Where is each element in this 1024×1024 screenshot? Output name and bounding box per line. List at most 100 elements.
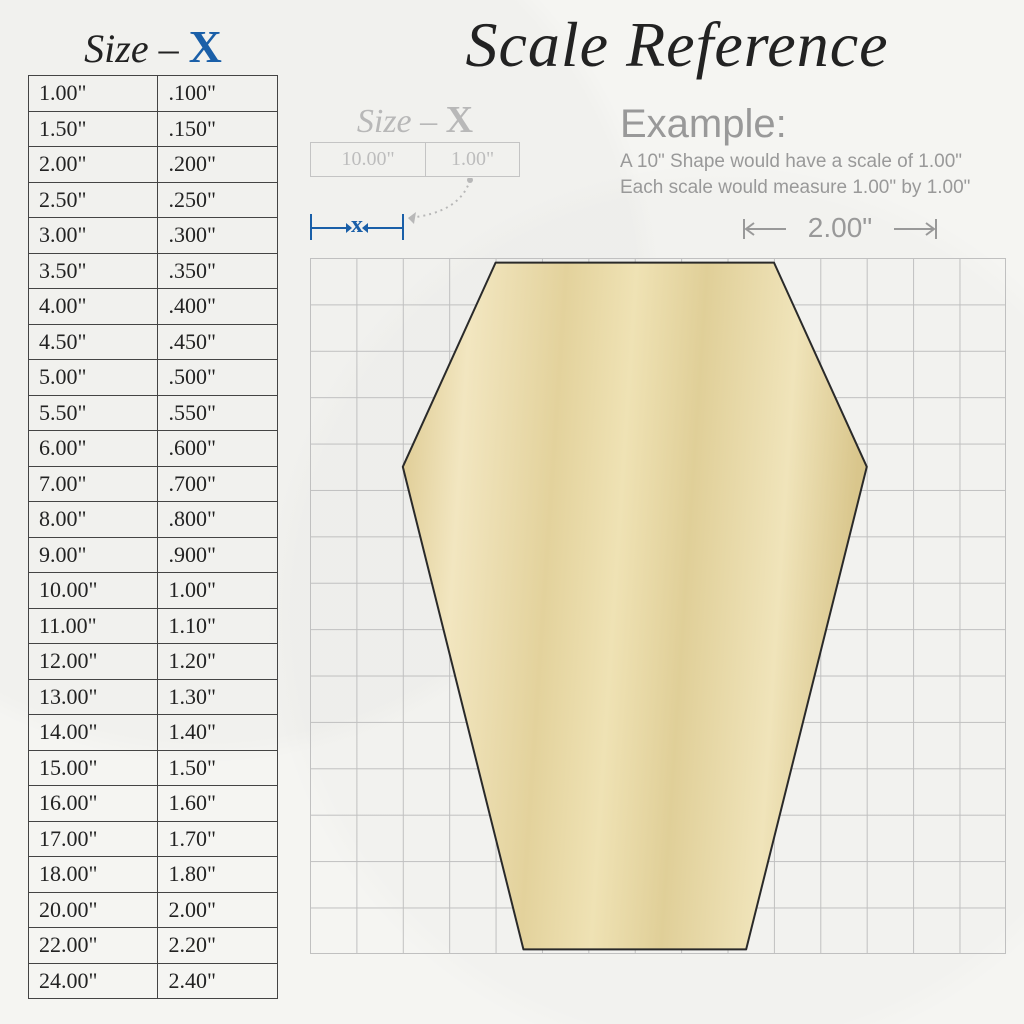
table-row: 17.00"1.70" (29, 821, 278, 857)
table-cell: 5.50" (29, 395, 158, 431)
table-cell: 2.00" (29, 147, 158, 183)
table-cell: .100" (158, 76, 278, 112)
table-cell: 1.00" (158, 573, 278, 609)
size-table-header-x: X (189, 21, 222, 72)
table-cell: 16.00" (29, 786, 158, 822)
table-row: 15.00"1.50" (29, 750, 278, 786)
table-cell: 7.00" (29, 466, 158, 502)
table-cell: 6.00" (29, 431, 158, 467)
table-row: 2.50".250" (29, 182, 278, 218)
mini-size-box: Size – X 10.00" 1.00" (310, 98, 520, 177)
table-cell: 1.50" (158, 750, 278, 786)
table-cell: .250" (158, 182, 278, 218)
table-cell: 22.00" (29, 928, 158, 964)
table-cell: 12.00" (29, 644, 158, 680)
table-cell: 24.00" (29, 963, 158, 999)
table-cell: 2.40" (158, 963, 278, 999)
table-row: 5.50".550" (29, 395, 278, 431)
table-row: 4.00".400" (29, 289, 278, 325)
table-row: 22.00"2.20" (29, 928, 278, 964)
size-table: Size – X 1.00".100"1.50".150"2.00".200"2… (28, 20, 278, 999)
table-row: 11.00"1.10" (29, 608, 278, 644)
example-line1: A 10" Shape would have a scale of 1.00" (620, 149, 1000, 175)
table-cell: 4.00" (29, 289, 158, 325)
page-title: Scale Reference (350, 8, 1004, 82)
grid-dimension: 2.00" (740, 214, 940, 244)
table-row: 3.00".300" (29, 218, 278, 254)
arrow-left-icon (362, 222, 402, 234)
table-cell: .900" (158, 537, 278, 573)
mini-header-prefix: Size – (357, 103, 446, 140)
mini-cell-scale: 1.00" (426, 143, 520, 177)
table-cell: 17.00" (29, 821, 158, 857)
table-row: 2.00".200" (29, 147, 278, 183)
table-cell: 15.00" (29, 750, 158, 786)
table-cell: 2.00" (158, 892, 278, 928)
dotted-arrow-icon (400, 178, 490, 228)
table-cell: .500" (158, 360, 278, 396)
table-row: 20.00"2.00" (29, 892, 278, 928)
dim-arrow-right-icon (894, 219, 940, 239)
table-cell: .800" (158, 502, 278, 538)
table-row: 10.00"1.00" (29, 573, 278, 609)
table-cell: .150" (158, 111, 278, 147)
table-cell: 1.10" (158, 608, 278, 644)
table-row: 9.00".900" (29, 537, 278, 573)
size-table-header-prefix: Size – (84, 26, 188, 71)
table-cell: 18.00" (29, 857, 158, 893)
table-cell: 1.80" (158, 857, 278, 893)
table-cell: 11.00" (29, 608, 158, 644)
table-cell: .200" (158, 147, 278, 183)
mini-header: Size – X (310, 98, 520, 142)
mini-table: 10.00" 1.00" (310, 142, 520, 177)
table-row: 16.00"1.60" (29, 786, 278, 822)
table-row: 5.00".500" (29, 360, 278, 396)
table-row: 13.00"1.30" (29, 679, 278, 715)
table-cell: 10.00" (29, 573, 158, 609)
example-block: Example: A 10" Shape would have a scale … (620, 102, 1000, 200)
table-cell: 9.00" (29, 537, 158, 573)
table-cell: 1.20" (158, 644, 278, 680)
grid-lines (310, 258, 1006, 954)
table-cell: .700" (158, 466, 278, 502)
table-row: 1.50".150" (29, 111, 278, 147)
table-cell: 20.00" (29, 892, 158, 928)
scale-grid (310, 258, 1006, 954)
table-row: 4.50".450" (29, 324, 278, 360)
table-cell: .400" (158, 289, 278, 325)
table-row: 24.00"2.40" (29, 963, 278, 999)
mini-header-x: X (446, 99, 473, 141)
table-cell: 3.50" (29, 253, 158, 289)
example-line2: Each scale would measure 1.00" by 1.00" (620, 175, 1000, 201)
table-cell: 14.00" (29, 715, 158, 751)
x-width-indicator: x (302, 214, 412, 240)
table-cell: .600" (158, 431, 278, 467)
table-cell: 3.00" (29, 218, 158, 254)
table-row: 1.00".100" (29, 76, 278, 112)
example-heading: Example: (620, 102, 1000, 147)
table-cell: .300" (158, 218, 278, 254)
table-cell: 5.00" (29, 360, 158, 396)
table-cell: 1.40" (158, 715, 278, 751)
table-row: 3.50".350" (29, 253, 278, 289)
size-table-body: 1.00".100"1.50".150"2.00".200"2.50".250"… (28, 75, 278, 999)
table-cell: 1.70" (158, 821, 278, 857)
table-row: 8.00".800" (29, 502, 278, 538)
table-cell: 13.00" (29, 679, 158, 715)
table-row: 18.00"1.80" (29, 857, 278, 893)
table-cell: 1.30" (158, 679, 278, 715)
table-row: 12.00"1.20" (29, 644, 278, 680)
table-cell: 4.50" (29, 324, 158, 360)
table-row: 7.00".700" (29, 466, 278, 502)
table-cell: 2.20" (158, 928, 278, 964)
table-row: 6.00".600" (29, 431, 278, 467)
table-row: 14.00"1.40" (29, 715, 278, 751)
table-cell: .450" (158, 324, 278, 360)
table-cell: 1.60" (158, 786, 278, 822)
table-cell: .350" (158, 253, 278, 289)
table-cell: 1.50" (29, 111, 158, 147)
table-cell: 1.00" (29, 76, 158, 112)
mini-cell-size: 10.00" (311, 143, 426, 177)
size-table-header: Size – X (28, 20, 278, 73)
table-cell: .550" (158, 395, 278, 431)
